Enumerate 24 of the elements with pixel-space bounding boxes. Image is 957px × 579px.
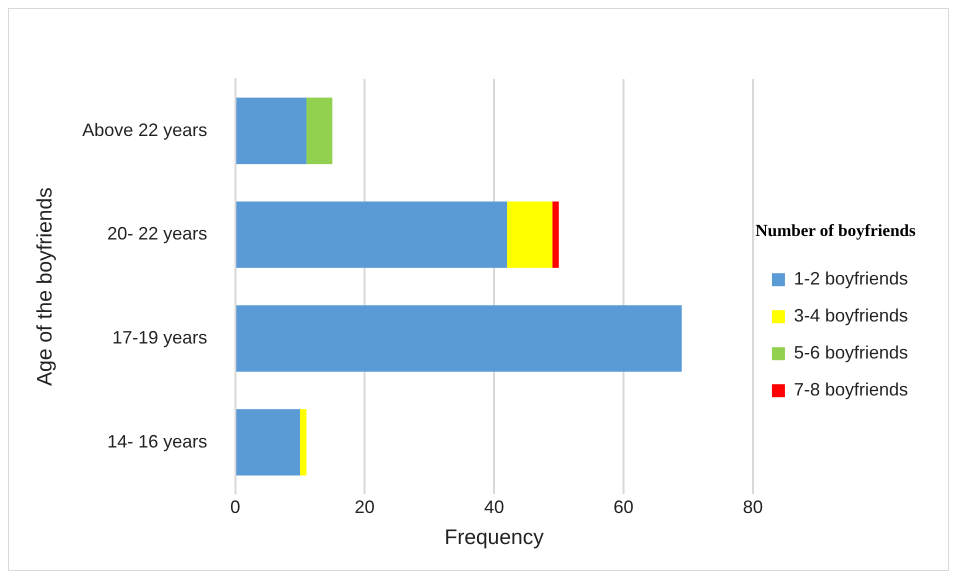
- bar: [236, 201, 508, 268]
- x-tick-label: 0: [230, 496, 240, 517]
- bar: [300, 409, 306, 476]
- y-tick-label: Above 22 years: [82, 120, 208, 140]
- legend-title: Number of boyfriends: [755, 221, 916, 240]
- bar: [236, 409, 300, 476]
- y-tick-label: 17-19 years: [112, 327, 208, 348]
- bar: [306, 98, 332, 164]
- legend-label: 7-8 boyfriends: [794, 380, 908, 400]
- bar: [507, 201, 552, 268]
- x-tick-label: 80: [742, 496, 763, 517]
- x-tick-label: 20: [354, 496, 375, 517]
- x-axis-title: Frequency: [444, 526, 544, 550]
- y-tick-label: 14- 16 years: [107, 431, 208, 452]
- bar: [236, 305, 682, 372]
- y-tick-label: 20- 22 years: [107, 224, 208, 244]
- legend-label: 3-4 boyfriends: [794, 306, 908, 326]
- legend-label: 5-6 boyfriends: [794, 342, 908, 363]
- bar: [236, 98, 306, 164]
- x-tick-label: 60: [614, 496, 634, 517]
- bar: [552, 201, 559, 268]
- x-tick-label: 40: [484, 496, 504, 517]
- y-axis-title: Age of the boyfriends: [33, 187, 56, 386]
- legend-label: 1-2 boyfriends: [794, 268, 908, 289]
